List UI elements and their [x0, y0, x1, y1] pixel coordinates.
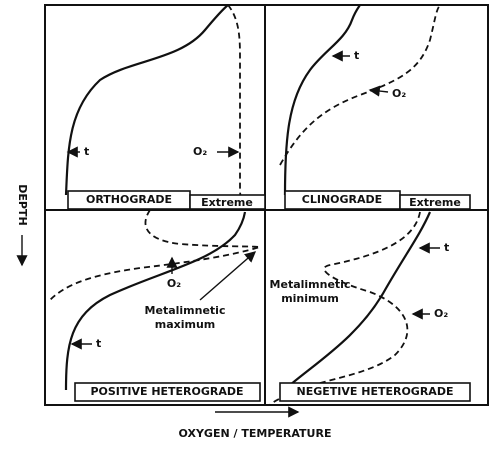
arrow: [199, 251, 257, 301]
curve-label: t: [84, 145, 89, 158]
o2-curve: [49, 209, 261, 301]
x-axis-label: OXYGEN / TEMPERATURE: [179, 427, 332, 440]
curve-label: O₂: [434, 307, 448, 320]
curve-label: t: [96, 337, 101, 350]
panel-tag: Extreme: [201, 196, 253, 209]
curve-label: O₂: [193, 145, 207, 158]
curve-label: t: [354, 49, 359, 62]
t-curve: [64, 211, 247, 391]
panel-label: POSITIVE HETEROGRADE: [90, 385, 243, 398]
curve-label: O₂: [167, 277, 181, 290]
panel-label: ORTHOGRADE: [86, 193, 172, 206]
annotation: maximum: [155, 318, 216, 331]
panel-label: CLINOGRADE: [302, 193, 382, 206]
t-curve: [283, 4, 361, 196]
panel-label: NEGETIVE HETEROGRADE: [297, 385, 454, 398]
annotation: minimum: [281, 292, 339, 305]
o2-curve: [269, 211, 421, 406]
o2-curve: [279, 4, 441, 166]
o2-curve: [227, 4, 246, 211]
panel-tag: Extreme: [409, 196, 461, 209]
t-curve: [289, 211, 432, 386]
curve-label: O₂: [392, 87, 406, 100]
y-axis-label: DEPTH: [16, 184, 29, 225]
annotation: Metalimnetic: [145, 304, 226, 317]
t-curve: [64, 4, 229, 196]
arrow: [368, 85, 389, 97]
curve-label: t: [444, 241, 449, 254]
annotation: Metalimnetic: [270, 278, 351, 291]
